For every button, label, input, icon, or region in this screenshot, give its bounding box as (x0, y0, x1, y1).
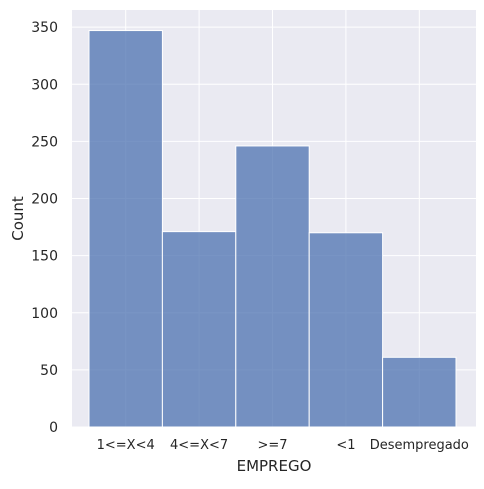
x-axis-label: EMPREGO (237, 457, 312, 475)
bar (308, 232, 384, 428)
x-tick-label: Desempregado (370, 438, 469, 453)
bar (235, 145, 310, 428)
x-tick-label: 4<=X<7 (170, 438, 228, 453)
x-tick-label: <1 (336, 438, 355, 453)
bar (161, 231, 237, 428)
y-tick-label: 300 (31, 77, 58, 93)
y-axis-label: Count (9, 196, 27, 241)
bars (88, 30, 457, 428)
y-tick-label: 50 (40, 363, 58, 379)
y-tick-label: 350 (31, 20, 58, 36)
y-tick-label: 200 (31, 192, 58, 208)
bar (88, 30, 163, 428)
y-tick-label: 150 (31, 249, 58, 265)
x-tick-label: >=7 (257, 438, 287, 453)
y-tick-label: 0 (49, 420, 58, 436)
x-axis-ticks: 1<=X<4 4<=X<7 >=7 <1 Desempregado (97, 438, 469, 453)
y-tick-label: 250 (31, 134, 58, 150)
y-axis-ticks: 0 50 100 150 200 250 300 350 (31, 20, 58, 436)
bar (382, 356, 457, 428)
x-tick-label: 1<=X<4 (97, 438, 155, 453)
y-tick-label: 100 (31, 306, 58, 322)
